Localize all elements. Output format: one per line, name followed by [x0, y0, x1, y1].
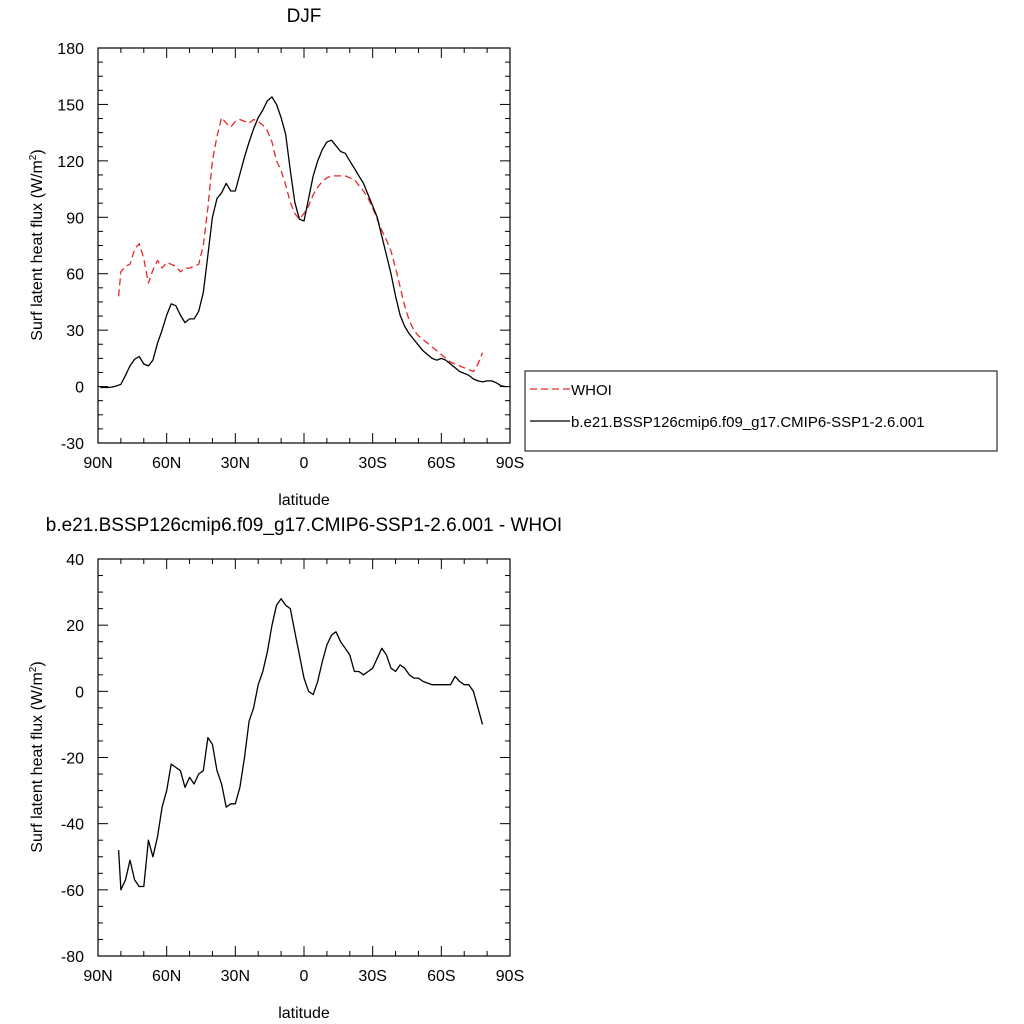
- bottom-x-axis-label: latitude: [278, 1005, 330, 1022]
- legend-label-model: b.e21.BSSP126cmip6.f09_g17.CMIP6-SSP1-2.…: [571, 414, 925, 431]
- bottom-x-tick-label: 30N: [221, 968, 250, 985]
- top-y-tick-label: 150: [57, 97, 84, 114]
- bottom-x-tick-label: 60N: [152, 968, 181, 985]
- top-x-tick-label: 90S: [496, 455, 524, 472]
- top-x-tick-label: 60N: [152, 455, 181, 472]
- top-y-tick-label: 90: [66, 210, 84, 227]
- top-x-tick-label: 90N: [83, 455, 112, 472]
- bottom-chart-title: b.e21.BSSP126cmip6.f09_g17.CMIP6-SSP1-2.…: [46, 515, 562, 536]
- bottom-y-tick-label: -80: [61, 949, 84, 966]
- bottom-y-tick-label: -40: [61, 817, 84, 834]
- bottom-panel: b.e21.BSSP126cmip6.f09_g17.CMIP6-SSP1-2.…: [28, 515, 562, 1022]
- top-series-line-whoi: [117, 116, 484, 373]
- bottom-plot-frame: [97, 558, 511, 957]
- top-y-tick-label: 60: [66, 267, 84, 284]
- bottom-y-axis-label: Surf latent heat flux (W/m2): [28, 661, 46, 852]
- top-x-axis-label: latitude: [278, 492, 330, 509]
- legend: WHOI b.e21.BSSP126cmip6.f09_g17.CMIP6-SS…: [524, 370, 998, 452]
- top-y-tick-label: 180: [57, 41, 84, 58]
- bottom-y-axis-label-superscript: 2: [28, 666, 39, 672]
- top-y-tick-label: -30: [61, 436, 84, 453]
- top-x-tick-label: 0: [300, 455, 309, 472]
- bottom-plot-area: [97, 558, 511, 957]
- top-y-tick-label: 0: [75, 380, 84, 397]
- bottom-y-tick-label: 20: [66, 618, 84, 635]
- top-y-axis-label-end: ): [29, 149, 46, 154]
- top-y-axis-label: Surf latent heat flux (W/m2): [28, 149, 46, 340]
- top-plot-frame: [97, 47, 511, 444]
- top-x-tick-label: 30N: [221, 455, 250, 472]
- top-series-line-model: [100, 96, 508, 389]
- legend-label-whoi: WHOI: [571, 382, 612, 399]
- bottom-y-axis-label-end: ): [29, 661, 46, 666]
- bottom-y-tick-label: 40: [66, 552, 84, 569]
- top-y-tick-label: 120: [57, 154, 84, 171]
- top-y-axis-label-superscript: 2: [28, 154, 39, 160]
- top-chart-title: DJF: [287, 6, 322, 27]
- top-y-tick-label: 30: [66, 323, 84, 340]
- top-x-tick-label: 60S: [427, 455, 455, 472]
- bottom-y-tick-label: -60: [61, 883, 84, 900]
- bottom-y-tick-label: 0: [75, 684, 84, 701]
- bottom-x-tick-label: 90N: [83, 968, 112, 985]
- bottom-x-tick-label: 0: [300, 968, 309, 985]
- legend-box: [524, 370, 998, 452]
- bottom-x-tick-label: 30S: [358, 968, 386, 985]
- bottom-y-tick-label: -20: [61, 751, 84, 768]
- bottom-series-line-difference: [117, 598, 484, 891]
- top-x-tick-label: 30S: [358, 455, 386, 472]
- bottom-y-axis-label-main: Surf latent heat flux (W/m: [29, 672, 46, 853]
- bottom-x-tick-label: 90S: [496, 968, 524, 985]
- top-panel: DJF latitude Surf latent heat flux (W/m2…: [28, 6, 524, 509]
- top-plot-area: [97, 47, 511, 444]
- top-y-axis-label-main: Surf latent heat flux (W/m: [29, 160, 46, 341]
- bottom-x-tick-label: 60S: [427, 968, 455, 985]
